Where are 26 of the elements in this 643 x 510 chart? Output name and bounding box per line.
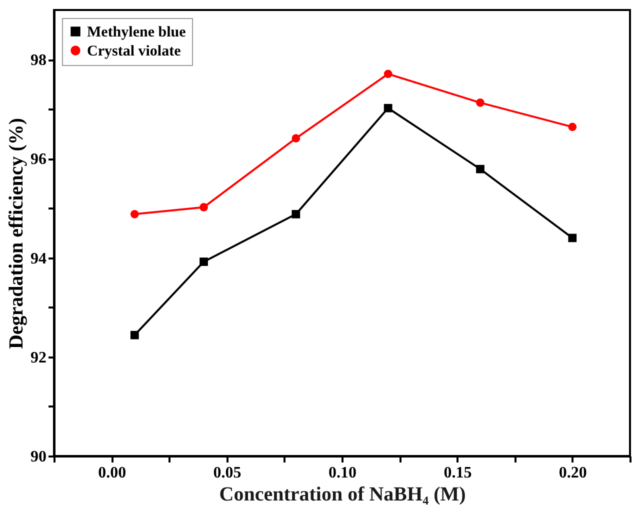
point	[568, 122, 577, 132]
x-axis-title: Concentration of NaBH₄ (M)	[219, 484, 466, 506]
x-tick-label: 0.00	[98, 464, 126, 482]
y-tick-label: 94	[30, 250, 46, 268]
legend-label: Methylene blue	[87, 24, 186, 40]
point	[384, 104, 392, 112]
point	[292, 210, 300, 218]
point	[200, 203, 208, 212]
x-tick-label: 0.10	[328, 464, 356, 482]
x-tick-label: 0.20	[558, 464, 587, 482]
y-tick-label: 92	[30, 349, 46, 366]
legend-label: Crystal violate	[87, 44, 182, 60]
y-axis-title: Degradation efficiency (%)	[6, 118, 28, 350]
point	[130, 330, 139, 340]
point	[292, 134, 300, 143]
point	[200, 258, 208, 266]
x-tick-label: 0.05	[213, 464, 242, 482]
point	[476, 164, 484, 174]
point	[568, 234, 577, 242]
x-tick-label: 0.15	[444, 464, 472, 482]
y-tick-label: 96	[30, 151, 46, 168]
y-tick-label: 98	[30, 52, 46, 70]
point	[476, 98, 484, 107]
point	[130, 210, 139, 218]
y-tick-label: 90	[30, 448, 46, 466]
point	[384, 70, 392, 78]
